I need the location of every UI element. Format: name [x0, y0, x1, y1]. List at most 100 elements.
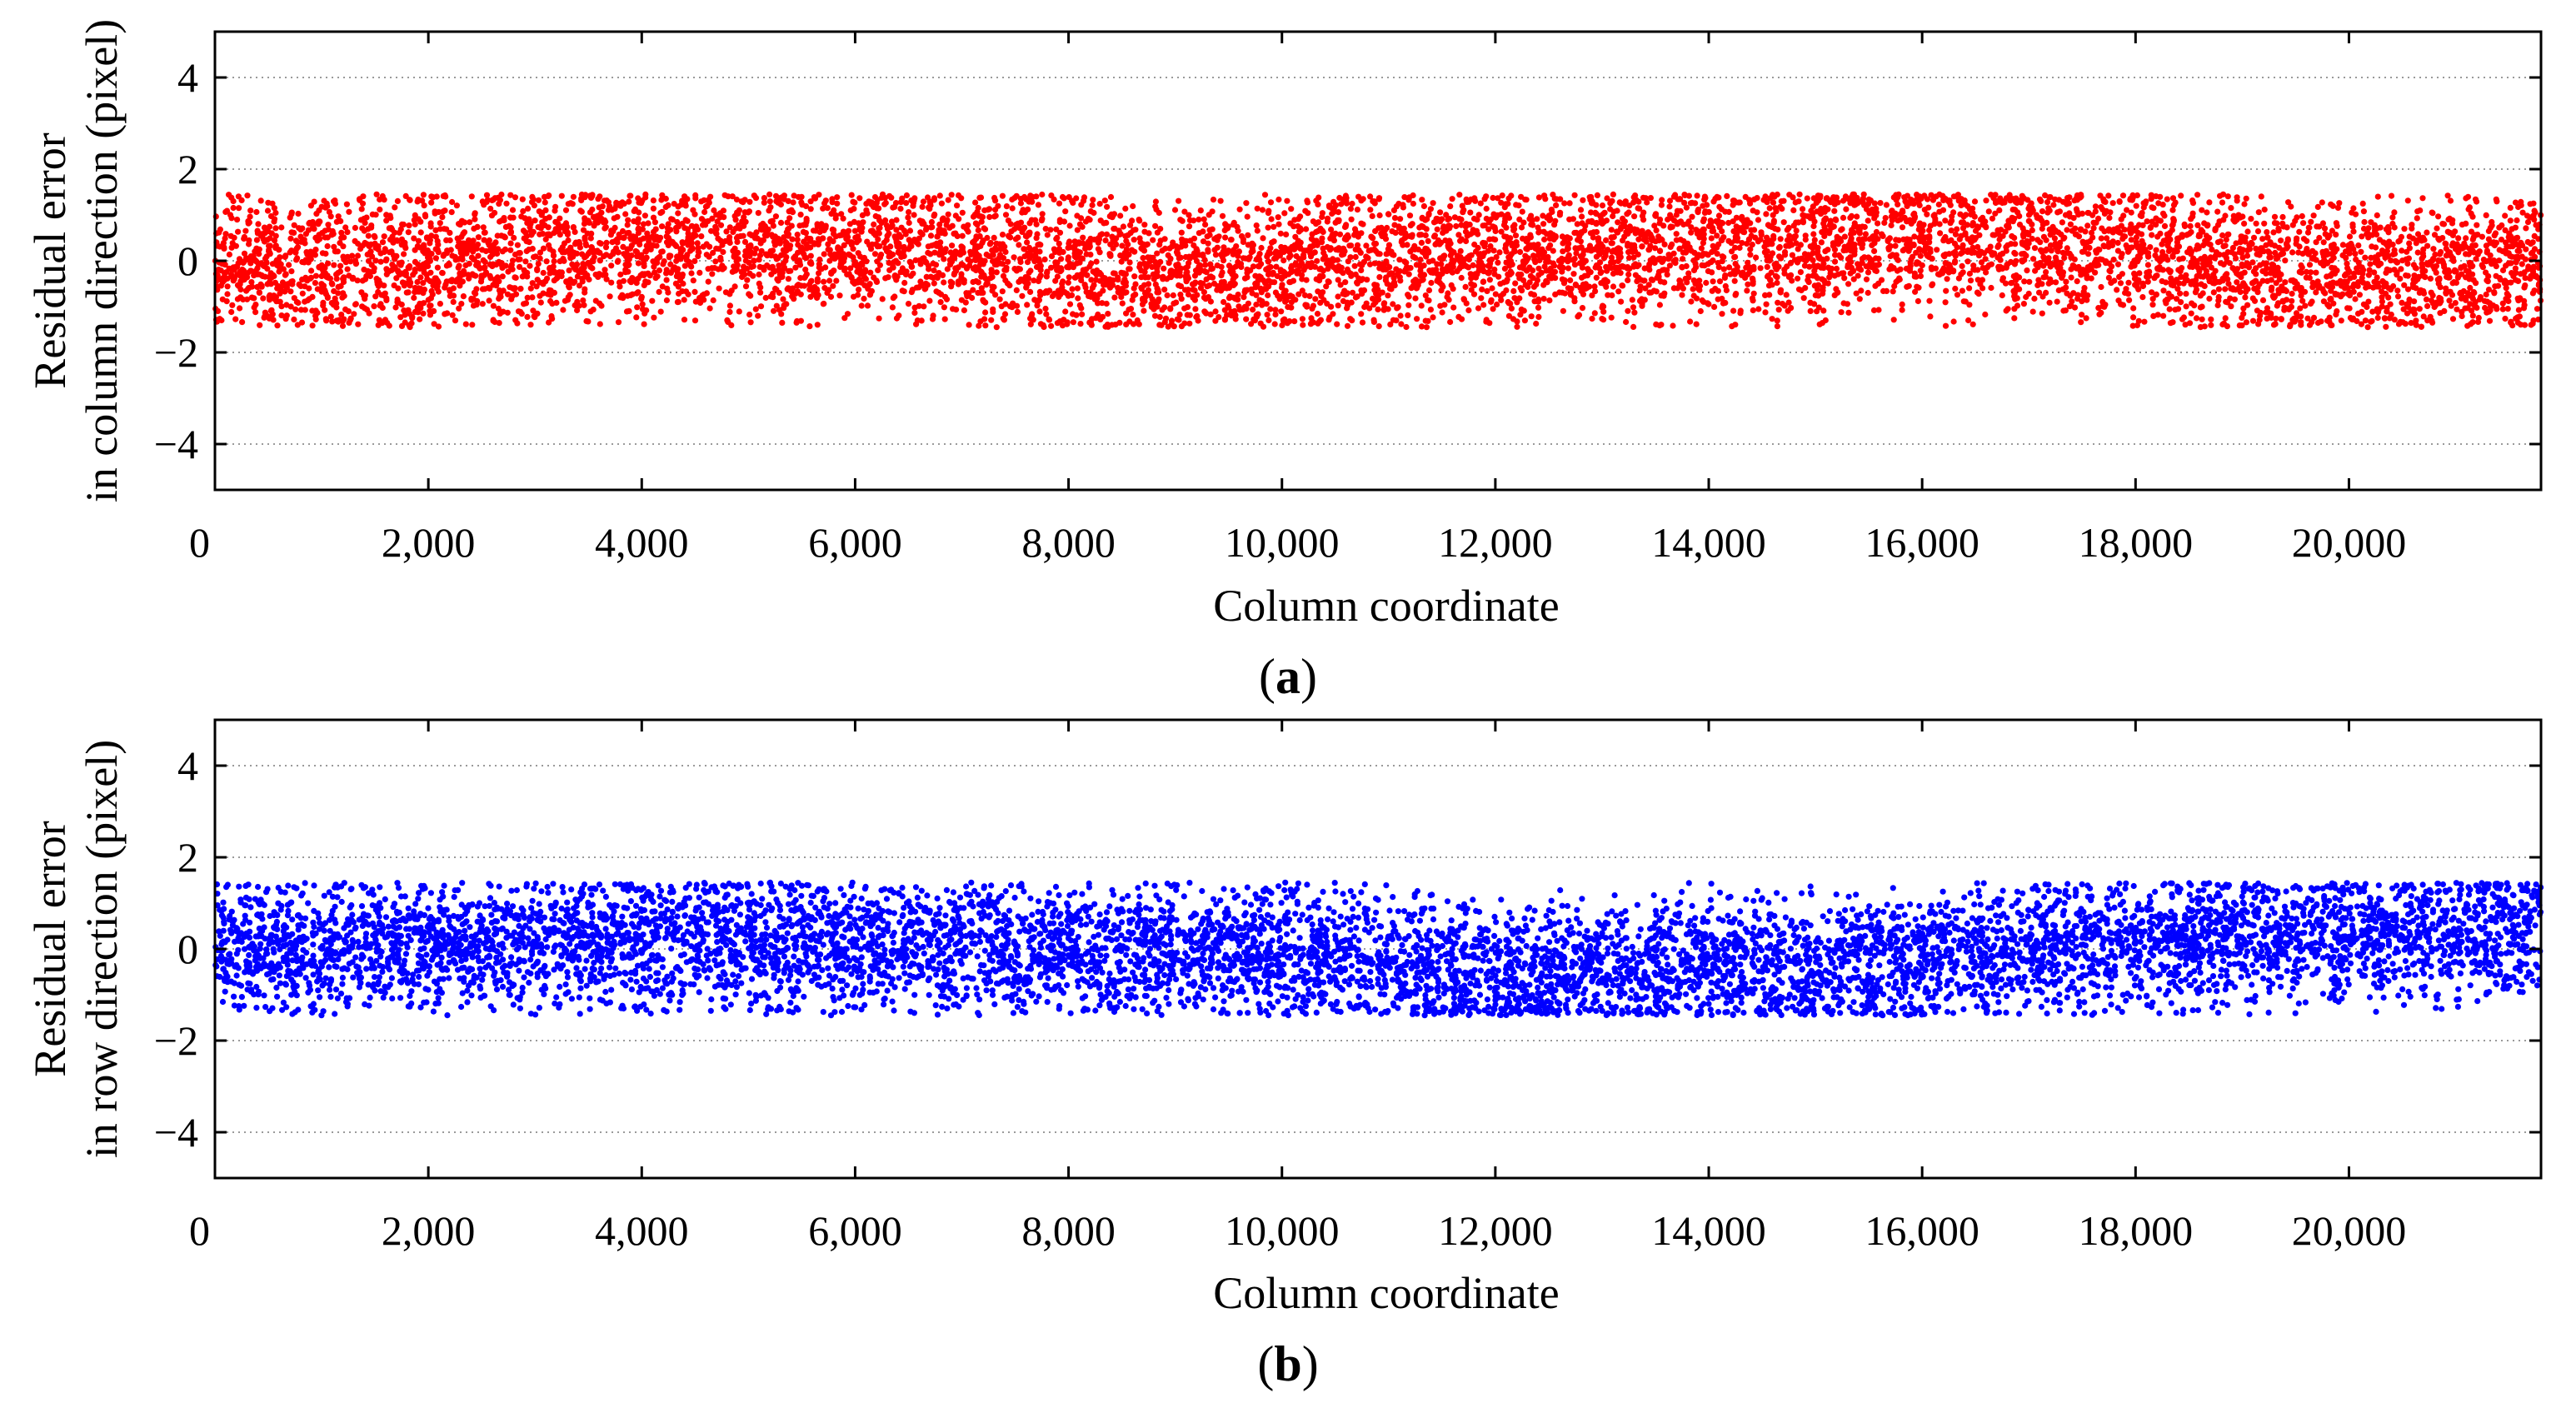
panel-a-data-point — [1278, 308, 1285, 315]
panel-a-data-point — [1680, 237, 1687, 245]
panel-a-data-point — [1625, 307, 1631, 314]
panel-a-data-point — [1035, 277, 1042, 285]
panel-a-data-point — [2222, 212, 2229, 219]
panel-a-data-point — [567, 292, 573, 298]
panel-a-data-point — [1041, 256, 1048, 262]
panel-a-data-point — [349, 252, 356, 259]
panel-a-data-point — [1542, 196, 1549, 202]
panel-a-data-point — [1947, 202, 1954, 208]
panel-a-data-point — [1983, 197, 1989, 204]
panel-a-data-point — [288, 229, 295, 236]
panel-a-data-point — [1317, 317, 1324, 323]
panel-a-data-point — [1651, 222, 1658, 229]
panel-a-data-point — [2003, 247, 2009, 254]
panel-a-data-point — [2131, 270, 2138, 277]
panel-a-data-point — [1151, 306, 1157, 312]
panel-a-data-point — [1414, 316, 1420, 322]
panel-a-data-point — [1843, 206, 1850, 212]
panel-a-data-point — [1324, 215, 1331, 222]
panel-a-data-point — [522, 258, 529, 265]
panel-a-data-point — [1815, 244, 1821, 251]
panel-a-data-point — [2067, 221, 2074, 227]
panel-a-data-point — [358, 206, 365, 212]
panel-a-data-point — [527, 262, 533, 269]
panel-a-data-point — [1826, 197, 1833, 203]
panel-a-data-point — [444, 310, 451, 317]
panel-a-data-point — [2394, 293, 2402, 300]
panel-a-data-point — [331, 262, 337, 268]
panel-a-data-point — [469, 322, 476, 328]
panel-a-data-point — [1376, 212, 1383, 219]
panel-a-data-point — [871, 251, 879, 257]
panel-a-data-point — [308, 267, 315, 274]
panel-a-data-point — [1996, 207, 2003, 213]
panel-a-data-point — [886, 267, 893, 273]
panel-a-data-point — [1567, 277, 1574, 284]
panel-a-data-point — [2381, 315, 2388, 322]
panel-a-data-point — [1344, 322, 1351, 329]
panel-a-data-point — [2133, 234, 2139, 241]
panel-a-data-point — [1397, 216, 1404, 222]
panel-a-data-point — [1267, 306, 1274, 312]
panel-a-data-point — [405, 229, 412, 236]
panel-a-data-point — [2427, 275, 2434, 282]
panel-a-data-point — [1425, 237, 1431, 244]
panel-a-data-point — [232, 316, 239, 322]
panel-a-data-point — [1731, 277, 1738, 284]
panel-a-data-point — [1335, 293, 1341, 300]
panel-a-data-point — [1680, 256, 1686, 262]
panel-a-data-point — [2409, 222, 2415, 228]
panel-a-data-point — [2110, 257, 2117, 263]
panel-a-data-point — [1841, 233, 1848, 240]
panel-a-data-point — [1703, 279, 1710, 287]
panel-a-data-point — [2463, 243, 2469, 250]
panel-a-data-point — [1359, 319, 1366, 326]
panel-a-data-point — [2399, 319, 2406, 326]
panel-a-data-point — [1775, 307, 1782, 313]
panel-a-data-point — [2504, 306, 2511, 312]
panel-a-data-point — [1295, 228, 1302, 235]
panel-a-data-point — [1335, 302, 1341, 309]
panel-a-data-point — [597, 193, 603, 200]
panel-a-data-point — [975, 227, 981, 233]
panel-a-data-point — [1512, 232, 1520, 239]
panel-a-data-point — [906, 227, 914, 234]
panel-a-data-point — [1535, 194, 1542, 201]
panel-a-data-point — [772, 213, 780, 220]
panel-a-data-point — [851, 293, 857, 300]
panel-a-data-point — [2204, 222, 2211, 229]
panel-a-data-point — [2294, 235, 2300, 242]
panel-a-data-point — [1723, 287, 1730, 294]
panel-a-data-point — [1405, 312, 1411, 318]
panel-a-data-point — [1732, 322, 1739, 328]
panel-a-data-point — [2029, 308, 2036, 315]
panel-a-data-point — [826, 277, 833, 284]
panel-a-data-point — [847, 265, 854, 272]
panel-a-data-point — [2210, 289, 2217, 296]
panel-a-data-point — [2324, 317, 2331, 324]
panel-a-data-point — [557, 215, 563, 222]
panel-a-data-point — [560, 307, 567, 313]
panel-a-data-point — [1084, 272, 1091, 278]
panel-a-data-point — [540, 281, 547, 287]
panel-a-data-point — [691, 257, 698, 264]
panel-a-data-point — [1061, 195, 1067, 202]
panel-a-data-point — [2518, 198, 2524, 205]
panel-a-data-point — [1974, 289, 1981, 296]
panel-a-data-point — [624, 222, 631, 228]
panel-a-data-point — [1965, 317, 1972, 324]
panel-a-data-point — [2475, 314, 2482, 322]
panel-a-data-point — [982, 309, 989, 316]
panel-a-data-point — [512, 194, 519, 201]
panel-a-data-point — [507, 240, 514, 247]
panel-a-data-point — [1625, 230, 1631, 237]
panel-a-data-point — [577, 207, 584, 214]
panel-a-data-point — [2167, 267, 2174, 274]
panel-a-data-point — [906, 209, 912, 216]
panel-a-data-point — [999, 232, 1006, 238]
panel-a-data-point — [1403, 323, 1410, 331]
panel-a-data-point — [2324, 234, 2331, 241]
panel-a-data-point — [1840, 214, 1847, 221]
panel-a-data-point — [1936, 221, 1943, 227]
panel-a-data-point — [1748, 227, 1755, 233]
